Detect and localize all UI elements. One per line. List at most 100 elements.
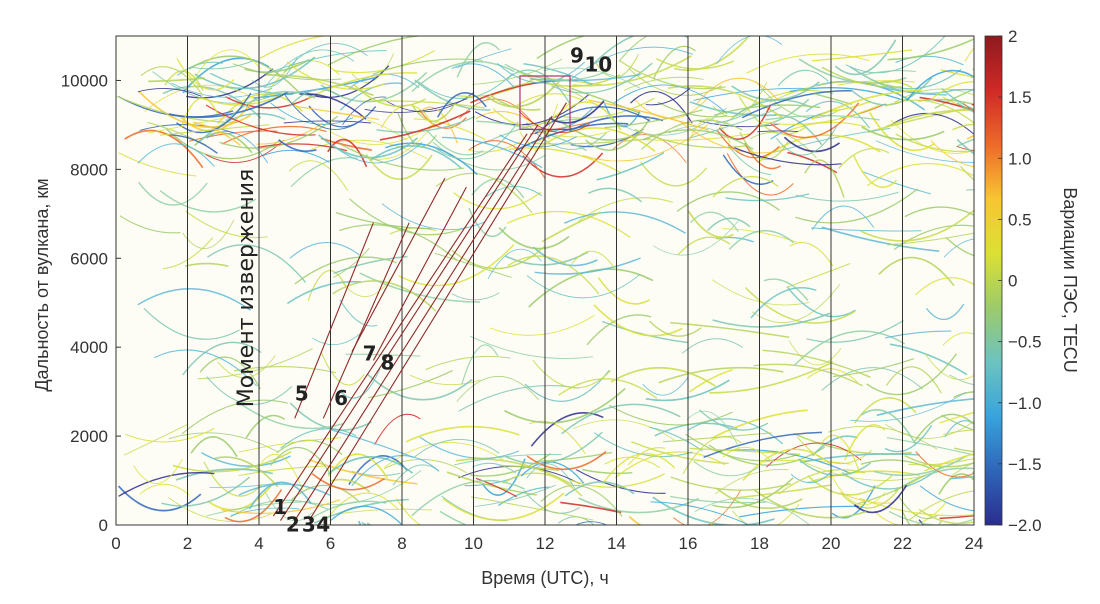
tec-trace	[614, 451, 726, 479]
tec-trace	[197, 348, 313, 380]
tec-trace	[949, 475, 974, 480]
tec-trace	[878, 256, 955, 287]
tec-trace	[340, 272, 395, 297]
tec-trace	[913, 413, 974, 442]
tec-trace	[456, 42, 500, 78]
tec-trace	[652, 219, 740, 256]
tec-trace	[327, 138, 368, 168]
tec-trace	[525, 121, 607, 150]
tec-trace	[349, 198, 468, 236]
tec-trace	[753, 363, 864, 387]
colorbar-tick-label: −0.5	[1008, 333, 1042, 352]
tec-trace	[518, 110, 590, 133]
tec-trace	[224, 489, 283, 523]
tec-trace	[834, 39, 897, 76]
tec-trace	[308, 105, 377, 128]
tec-trace	[168, 497, 272, 523]
tec-trace	[119, 215, 181, 234]
tec-trace	[380, 104, 436, 129]
tec-trace	[144, 84, 259, 112]
tec-trace	[171, 82, 273, 98]
tec-trace	[137, 143, 215, 167]
wave-front-6	[322, 222, 410, 419]
tec-trace	[850, 391, 967, 422]
tec-trace	[248, 481, 312, 510]
tec-trace	[811, 89, 922, 120]
tec-trace	[932, 81, 974, 99]
tec-trace	[964, 47, 974, 62]
tec-trace	[642, 376, 689, 396]
tec-trace	[398, 244, 515, 287]
tec-trace	[944, 420, 974, 438]
tec-trace	[718, 104, 772, 140]
tec-trace	[532, 246, 598, 267]
tec-trace	[757, 130, 799, 133]
tec-trace	[575, 469, 666, 494]
tec-trace	[195, 49, 262, 76]
tec-trace	[862, 171, 931, 195]
tec-trace	[137, 87, 202, 97]
tec-trace	[645, 87, 691, 106]
x-tick-label: 0	[111, 534, 120, 553]
tec-trace	[783, 136, 840, 153]
tec-trace	[230, 507, 300, 516]
tec-trace	[217, 355, 276, 379]
tec-trace	[456, 48, 512, 69]
tec-trace	[339, 299, 378, 327]
tec-trace	[324, 492, 399, 522]
tec-trace	[853, 155, 898, 188]
tec-trace	[453, 191, 541, 210]
tec-trace	[746, 53, 870, 74]
tec-trace	[332, 142, 423, 164]
tec-trace	[262, 149, 330, 163]
tec-trace	[715, 468, 789, 495]
tec-trace	[188, 55, 302, 96]
tec-trace	[543, 67, 641, 89]
tec-trace	[739, 132, 789, 160]
tec-trace	[895, 55, 964, 66]
wave-front-7	[351, 177, 446, 352]
tec-trace	[259, 36, 368, 59]
tec-trace	[677, 236, 731, 256]
tec-trace	[530, 412, 604, 447]
tec-trace	[956, 102, 974, 113]
tec-trace	[657, 101, 728, 118]
tec-trace	[722, 446, 771, 461]
tec-trace	[564, 211, 686, 234]
tec-trace	[795, 191, 899, 202]
tec-trace	[597, 277, 651, 305]
tec-trace	[712, 175, 779, 198]
tec-trace	[296, 105, 379, 121]
tec-trace	[124, 129, 204, 169]
tec-trace	[708, 444, 826, 466]
x-tick-label: 20	[822, 534, 841, 553]
tec-trace	[765, 115, 880, 121]
tec-trace	[901, 509, 942, 525]
tec-trace	[486, 75, 565, 108]
tec-trace	[244, 59, 310, 73]
tec-trace	[238, 465, 326, 477]
y-axis-label: Дальность от вулкана, км	[32, 178, 52, 391]
tec-trace	[168, 91, 289, 119]
tec-trace	[643, 133, 750, 141]
tec-trace	[634, 128, 747, 149]
tec-trace	[308, 458, 418, 485]
tec-trace	[709, 361, 834, 394]
tec-trace	[496, 61, 586, 84]
tec-trace	[526, 450, 607, 470]
tec-trace	[726, 153, 794, 196]
annotation-8: 8	[381, 350, 395, 374]
tec-trace	[828, 100, 872, 113]
tec-trace	[942, 96, 974, 111]
tec-trace	[650, 501, 751, 525]
tec-trace	[454, 453, 562, 466]
tec-trace	[467, 141, 521, 153]
tec-trace	[470, 453, 552, 477]
tec-trace	[687, 418, 784, 445]
tec-trace	[561, 403, 681, 435]
tec-trace	[919, 96, 974, 112]
tec-trace	[541, 211, 601, 243]
tec-trace	[451, 292, 500, 301]
tec-trace	[945, 237, 974, 257]
tec-trace	[919, 485, 974, 512]
